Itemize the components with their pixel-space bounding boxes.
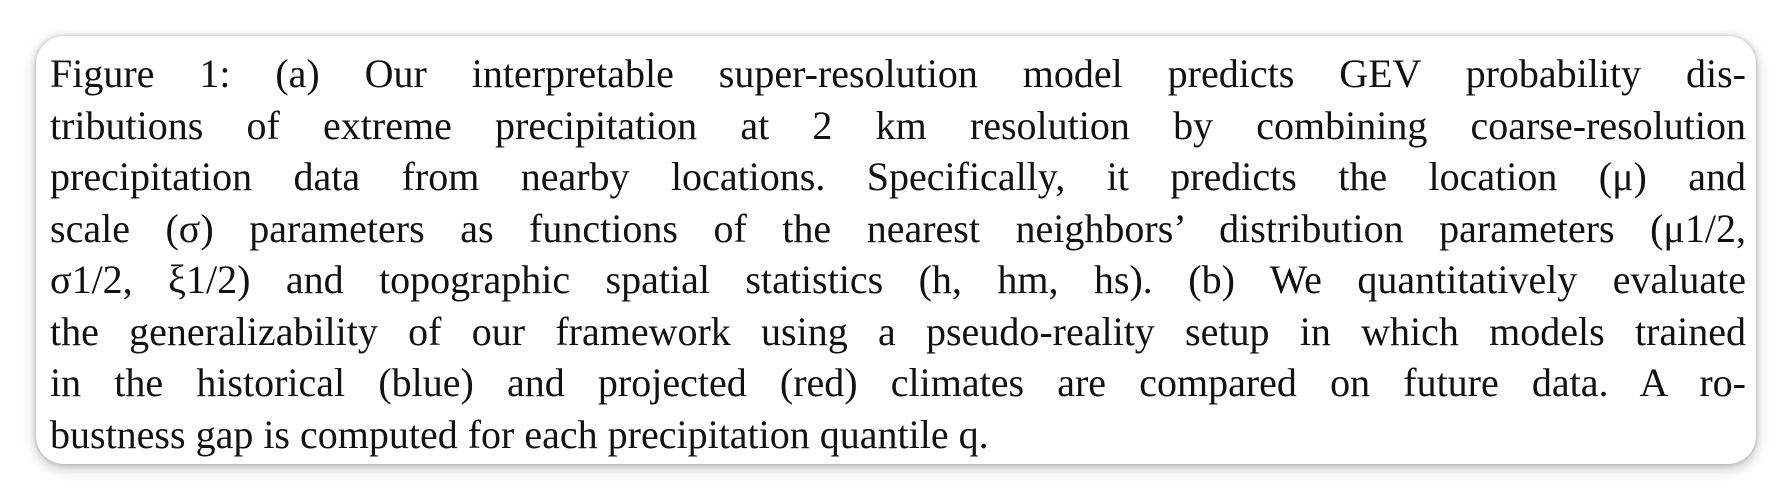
figure-caption-card: Figure 1: (a) Our interpretable super-re…: [36, 36, 1756, 464]
caption-line-2: tributions of extreme precipitation at 2…: [50, 102, 1746, 148]
caption-line-3: precipitation data from nearby locations…: [50, 154, 1746, 199]
caption-line-7: in the historical (blue) and projected (…: [50, 360, 1746, 405]
caption-line-1: Figure 1: (a) Our interpretable super-re…: [50, 51, 1746, 96]
caption-line-4: scale (σ) parameters as functions of the…: [50, 205, 1746, 251]
caption-line-6: the generalizability of our framework us…: [50, 308, 1746, 354]
caption-line-5: σ1/2, ξ1/2) and topographic spatial stat…: [50, 257, 1746, 302]
caption-line-8: bustness gap is computed for each precip…: [50, 411, 989, 457]
